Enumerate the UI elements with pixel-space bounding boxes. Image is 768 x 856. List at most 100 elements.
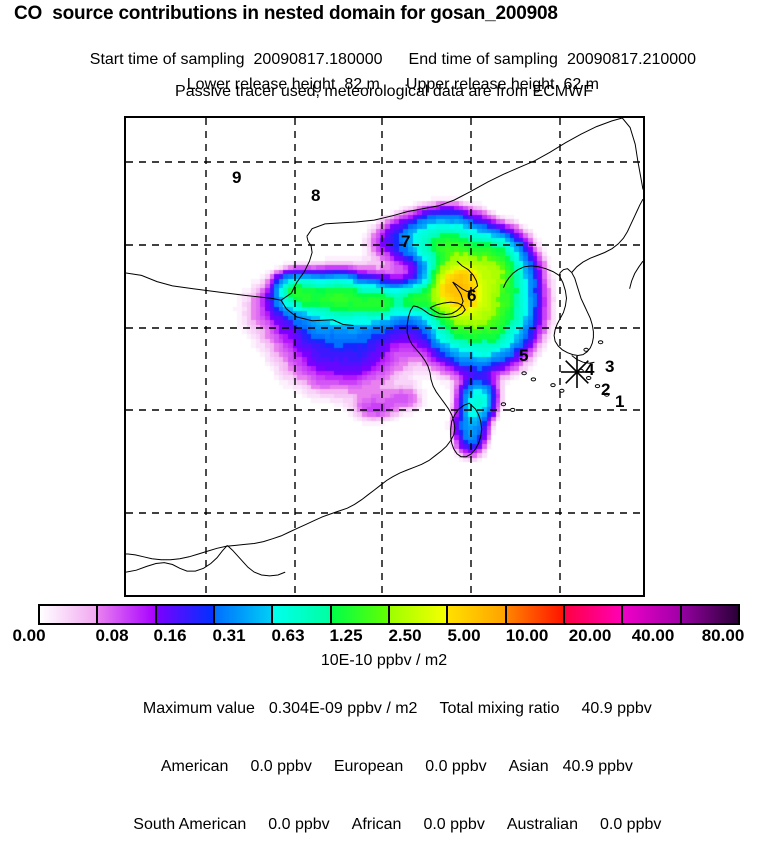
release-height-line: Lower release height 82 m Upper release he… — [0, 58, 768, 112]
receptor-star — [561, 356, 593, 388]
region-european-value: 0.0 ppbv — [425, 758, 487, 775]
tracer-info-line: Passive tracer used, meteorological data… — [175, 83, 593, 100]
region-south-american-label: South American — [133, 816, 247, 833]
island-marker-1 — [586, 376, 592, 380]
coastline-path-5 — [429, 281, 464, 316]
colorbar-tick-3: 0.31 — [212, 626, 246, 645]
upper-release-label: Upper release height — [405, 76, 555, 93]
colorbar-segment-1 — [98, 606, 157, 623]
colorbar-tick-1: 0.08 — [95, 626, 129, 645]
colorbar-gradient-strip — [38, 604, 740, 625]
colorbar-tick-6: 2.50 — [388, 626, 422, 645]
island-marker-10 — [583, 347, 589, 352]
colorbar-tick-5: 1.25 — [329, 626, 363, 645]
map-label-6: 6 — [467, 286, 477, 305]
coastline-path-10 — [553, 268, 594, 357]
coastline-path-8 — [126, 545, 228, 573]
island-marker-6 — [521, 371, 527, 376]
plume-concentration-field — [126, 118, 643, 595]
coastline-path-11 — [502, 265, 560, 289]
island-marker-9 — [510, 407, 516, 412]
map-label-1: 1 — [615, 392, 625, 411]
coastline-path-1 — [280, 236, 313, 301]
stats-row-regions-2: South American 0.0 ppbv African 0.0 ppbv Aus… — [0, 798, 768, 852]
colorbar-tick-7: 5.00 — [447, 626, 481, 645]
coastline-path-3 — [621, 118, 643, 190]
colorbar-tick-0: 0.00 — [12, 626, 46, 645]
lower-release-value: 82 m — [344, 76, 380, 93]
statistics-block: Maximum value 0.304E-09 ppbv / m2 Total mi… — [0, 682, 768, 856]
region-african-value: 0.0 ppbv — [423, 816, 485, 833]
map-label-4: 4 — [585, 360, 595, 379]
gridline-overlay — [126, 118, 643, 595]
colorbar-tick-labels: 0.00 0.08 0.16 0.31 0.63 1.25 2.50 5.00 10.00 20.… — [0, 626, 768, 646]
coastline-path-12 — [571, 198, 643, 273]
region-american-value: 0.0 ppbv — [250, 758, 312, 775]
lower-release-label: Lower release height — [186, 76, 336, 93]
sampling-time-line: Start time of sampling 20090817.180000 End… — [0, 33, 768, 87]
start-time-label: Start time of sampling — [89, 51, 245, 68]
stats-row-regions-1: American 0.0 ppbv European 0.0 ppbv Asian 40.… — [0, 740, 768, 794]
region-african-label: African — [351, 816, 402, 833]
maximum-value: 0.304E-09 ppbv / m2 — [268, 700, 418, 717]
upper-release-value: 62 m — [563, 76, 600, 93]
region-asian-value: 40.9 ppbv — [562, 758, 633, 775]
coastline-path-6 — [413, 301, 466, 318]
map-label-8: 8 — [311, 186, 321, 205]
region-australian-value: 0.0 ppbv — [599, 816, 662, 833]
total-mixing-ratio-value: 40.9 ppbv — [581, 700, 652, 717]
colorbar-segment-3 — [214, 606, 274, 623]
colorbar-segment-5 — [331, 606, 390, 623]
colorbar-segment-11 — [681, 606, 738, 623]
region-american-label: American — [160, 758, 229, 775]
coastline-path-7 — [126, 305, 456, 561]
colorbar-unit-label: 10E-10 ppbv / m2 — [320, 652, 448, 669]
colorbar-tick-11: 80.00 — [701, 626, 745, 645]
island-marker-5 — [559, 388, 565, 393]
map-label-9: 9 — [232, 168, 242, 187]
maximum-value-label: Maximum value — [142, 700, 255, 717]
island-marker-11 — [597, 340, 604, 345]
colorbar-segment-2 — [156, 606, 215, 623]
region-asian-label: Asian — [508, 758, 549, 775]
map-label-7: 7 — [401, 232, 411, 251]
region-australian-label: Australian — [506, 816, 578, 833]
colorbar-tick-10: 40.00 — [631, 626, 675, 645]
coastline-path-13 — [571, 355, 595, 364]
colorbar-segment-10 — [623, 606, 682, 623]
map-label-3: 3 — [605, 357, 615, 376]
end-time-value: 20090817.210000 — [566, 51, 696, 68]
colorbar — [38, 604, 740, 625]
map-label-5: 5 — [519, 346, 529, 365]
colorbar-segment-4 — [273, 606, 332, 623]
region-south-american-value: 0.0 ppbv — [268, 816, 330, 833]
island-marker-4 — [550, 383, 556, 388]
coastline-path-15 — [450, 402, 483, 458]
colorbar-segment-6 — [389, 606, 449, 623]
colorbar-tick-2: 0.16 — [153, 626, 187, 645]
coastline-path-2 — [306, 118, 623, 237]
total-mixing-ratio-label: Total mixing ratio — [439, 700, 560, 717]
coastline-path-14 — [629, 260, 643, 289]
page-title: CO source contributions in nested domain… — [14, 3, 558, 24]
start-time-value: 20090817.180000 — [253, 51, 383, 68]
island-marker-7 — [530, 377, 537, 382]
island-marker-2 — [594, 384, 601, 389]
island-marker-8 — [500, 402, 507, 407]
colorbar-segment-7 — [448, 606, 507, 623]
map-label-2: 2 — [601, 380, 611, 399]
coastline-overlay — [126, 118, 643, 577]
coastline-path-4 — [452, 260, 479, 293]
stats-row-maximum: Maximum value 0.304E-09 ppbv / m2 Total mi… — [0, 682, 768, 736]
region-european-label: European — [333, 758, 404, 775]
colorbar-tick-8: 10.00 — [505, 626, 549, 645]
colorbar-segment-0 — [40, 606, 99, 623]
colorbar-tick-4: 0.63 — [271, 626, 305, 645]
end-time-label: End time of sampling — [408, 51, 558, 68]
coastline-path-9 — [226, 545, 286, 577]
colorbar-segment-9 — [564, 606, 624, 623]
coastline-path-0 — [126, 272, 354, 326]
colorbar-tick-9: 20.00 — [568, 626, 612, 645]
